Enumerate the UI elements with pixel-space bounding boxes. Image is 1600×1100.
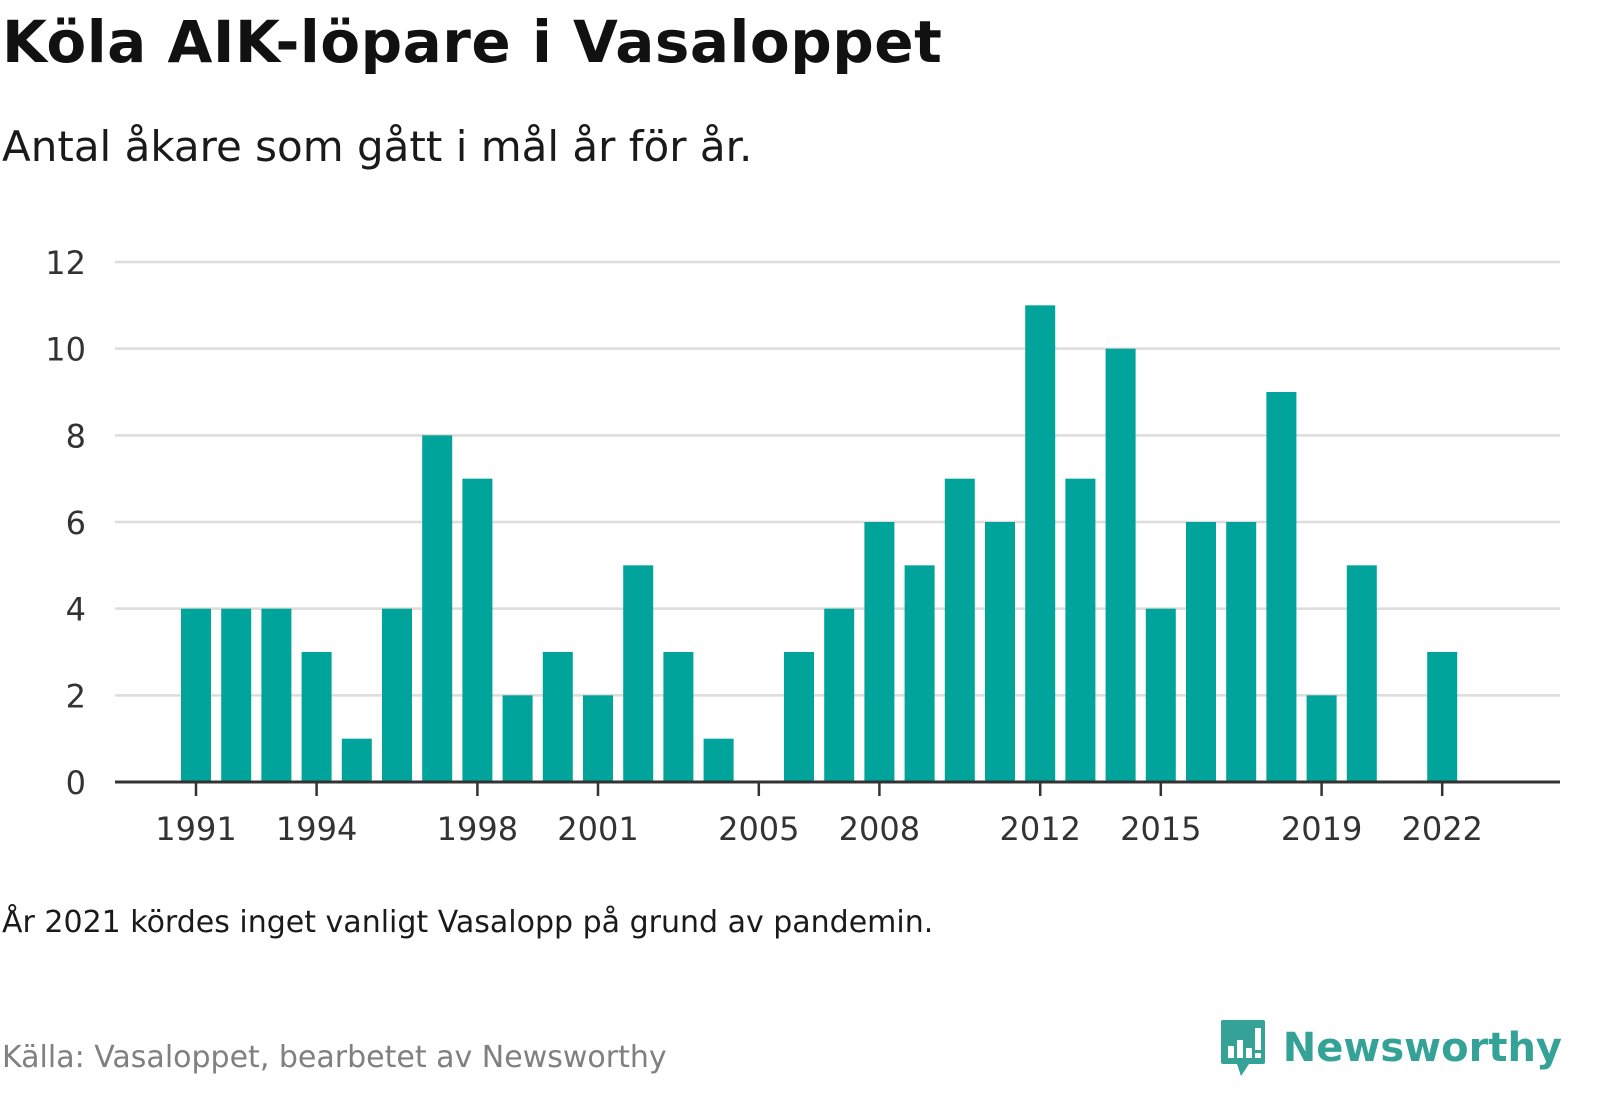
bar-chart: 0 2 4 6 8 10 12 1991 1994 1998 2001 2005 2008 2012 201… — [45, 244, 1560, 848]
chart-title: Köla AIK-löpare i Vasaloppet — [2, 8, 943, 76]
footnote: År 2021 kördes inget vanligt Vasalopp på… — [2, 905, 934, 940]
bar-2004 — [703, 738, 734, 782]
bar-2019 — [1306, 695, 1337, 782]
x-tick-label-1994: 1994 — [276, 810, 357, 848]
y-tick-label-8: 8 — [66, 417, 86, 455]
bar-2007 — [824, 608, 855, 782]
y-tick-label-0: 0 — [66, 764, 86, 802]
newsworthy-logo-icon — [1220, 1020, 1265, 1076]
bar-2008 — [864, 522, 895, 782]
bar-2011 — [985, 522, 1015, 782]
bar-2020 — [1346, 565, 1377, 782]
bar-2015 — [1145, 608, 1176, 782]
bar-2003 — [663, 652, 694, 782]
x-tick-label-2001: 2001 — [557, 810, 638, 848]
bar-2002 — [623, 565, 654, 782]
x-tick-label-1991: 1991 — [155, 810, 236, 848]
bar-1991 — [181, 608, 211, 782]
axes: 0 2 4 6 8 10 12 1991 1994 1998 2001 2005 2008 2012 201… — [45, 244, 1560, 848]
bar-1999 — [502, 695, 533, 782]
bar-2022 — [1427, 652, 1458, 782]
x-tick-label-2019: 2019 — [1281, 810, 1362, 848]
bar-2018 — [1266, 392, 1297, 782]
bar-2001 — [583, 695, 613, 782]
x-tick-label-1998: 1998 — [437, 810, 518, 848]
bar-1996 — [382, 608, 412, 782]
x-tick-label-2005: 2005 — [718, 810, 799, 848]
y-tick-label-2: 2 — [66, 677, 86, 715]
bar-1998 — [462, 478, 493, 782]
bar-1994 — [301, 652, 332, 782]
x-tick-label-2022: 2022 — [1401, 810, 1482, 848]
chart-subtitle: Antal åkare som gått i mål år för år. — [2, 122, 753, 171]
source-credit: Källa: Vasaloppet, bearbetet av Newswort… — [2, 1040, 667, 1075]
bar-2000 — [542, 652, 573, 782]
bar-2013 — [1065, 478, 1096, 782]
y-tick-label-12: 12 — [45, 244, 86, 282]
newsworthy-brand[interactable]: Newsworthy — [1219, 1018, 1562, 1078]
y-tick-label-6: 6 — [66, 504, 86, 542]
bar-2014 — [1105, 348, 1136, 782]
bar-1995 — [341, 738, 372, 782]
bar-2012 — [1025, 305, 1056, 782]
bar-1992 — [221, 608, 252, 782]
y-tick-label-4: 4 — [66, 591, 86, 629]
bar-2016 — [1186, 522, 1216, 782]
bar-2006 — [784, 652, 814, 782]
x-tick-label-2015: 2015 — [1120, 810, 1201, 848]
bar-2017 — [1226, 522, 1257, 782]
bar-1993 — [261, 608, 292, 782]
bar-2010 — [944, 478, 975, 782]
x-tick-label-2008: 2008 — [839, 810, 920, 848]
bar-2009 — [904, 565, 935, 782]
brand-name: Newsworthy — [1282, 1025, 1562, 1071]
y-tick-label-10: 10 — [45, 331, 86, 369]
bars — [181, 305, 1458, 782]
bar-1997 — [422, 435, 453, 782]
x-tick-label-2012: 2012 — [999, 810, 1080, 848]
